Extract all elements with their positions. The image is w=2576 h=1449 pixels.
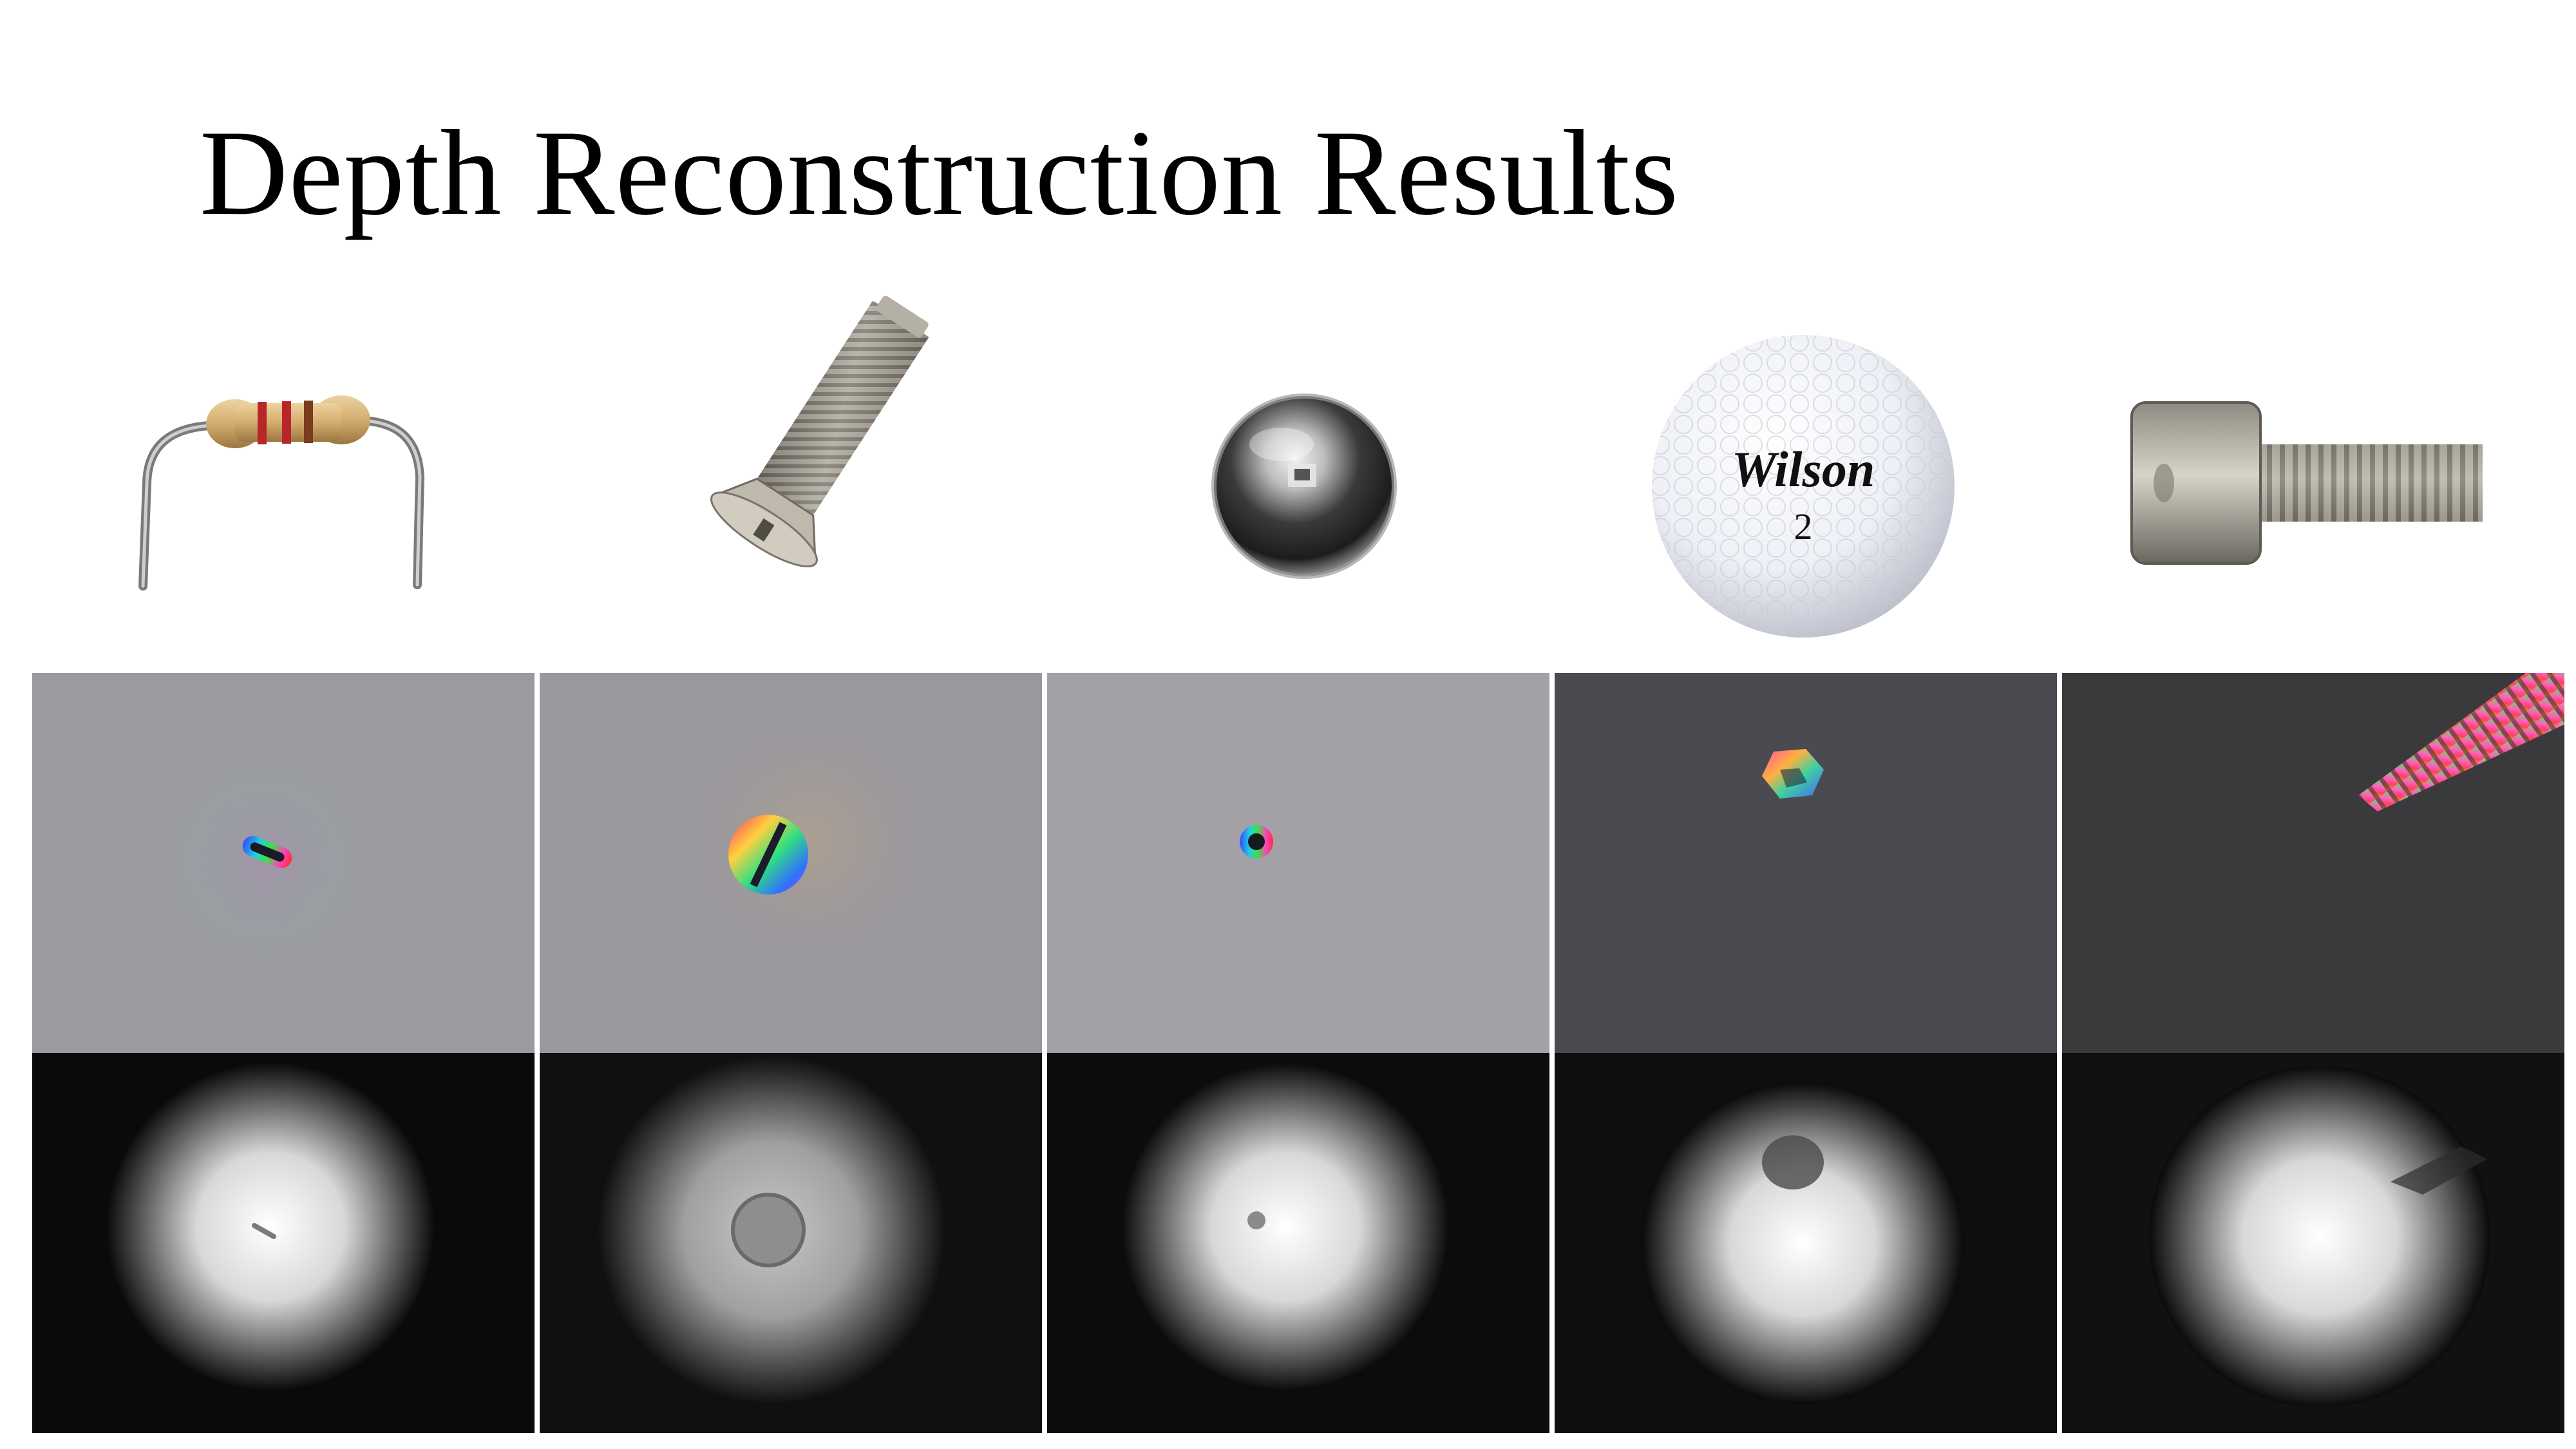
golf-ball-photo: Wilson 2 (1652, 335, 1955, 638)
bolt-photo (2130, 401, 2483, 565)
slide-title: Depth Reconstruction Results (200, 106, 1680, 241)
bolt-depth-map (2062, 1053, 2564, 1433)
screw-photo (710, 296, 929, 567)
golf-ball-number-text: 2 (1794, 506, 1813, 547)
ball-bearing-depth-map (1047, 1053, 1549, 1433)
golf-ball-brand-text: Wilson (1732, 441, 1875, 497)
golf-ball-depth-map (1555, 1053, 2057, 1433)
resistor-depth-map (32, 1053, 535, 1433)
screw-color-image (540, 673, 1042, 1053)
screw-depth-map (540, 1053, 1042, 1433)
ball-bearing-photo (1211, 393, 1397, 579)
ball-bearing-color-image (1047, 673, 1549, 1053)
bolt-color-image (2062, 673, 2564, 1053)
resistor-color-image (32, 673, 535, 1053)
golf-ball-color-image (1555, 673, 2057, 1053)
resistor-photo (138, 395, 425, 591)
